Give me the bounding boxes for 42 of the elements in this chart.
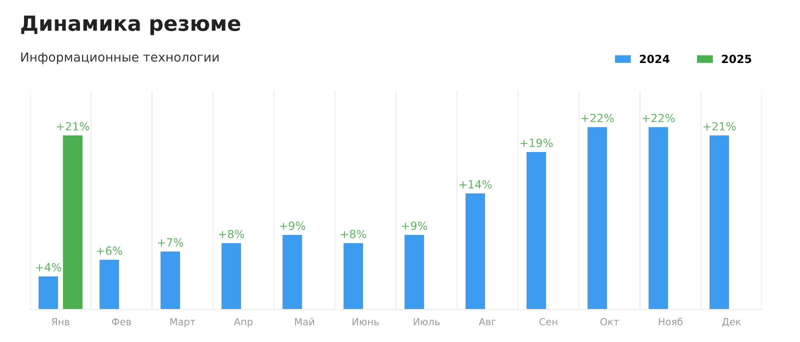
data-label: +19% xyxy=(520,138,553,148)
data-label: +4% xyxy=(36,263,62,272)
bar xyxy=(648,127,668,310)
bar xyxy=(282,234,302,310)
x-tick-label: Окт xyxy=(600,318,619,326)
bar xyxy=(404,234,424,310)
x-tick-label: Дек xyxy=(722,318,741,327)
bar xyxy=(466,193,486,310)
data-label: +7% xyxy=(158,238,184,247)
bar xyxy=(100,260,120,310)
bar xyxy=(710,135,730,310)
bar xyxy=(62,135,82,310)
x-tick-label: Нояб xyxy=(658,318,683,326)
x-tick-label: Июль xyxy=(414,318,440,326)
data-label: +22% xyxy=(642,114,675,122)
bar xyxy=(588,127,608,310)
x-tick-label: Сен xyxy=(539,318,558,326)
x-tick-label: Март xyxy=(170,318,196,328)
data-label: +21% xyxy=(56,122,90,130)
x-tick-label: Янв xyxy=(52,318,70,326)
chart-title: Динамика резюме xyxy=(21,16,240,36)
data-label: +8% xyxy=(219,230,244,238)
x-tick-label: Авг xyxy=(478,318,496,326)
data-label: +9% xyxy=(280,222,306,230)
data-label: +22% xyxy=(581,114,614,122)
data-label: +21% xyxy=(703,122,736,130)
bar xyxy=(526,152,546,310)
data-label: +14% xyxy=(459,180,492,189)
x-tick-label: Фев xyxy=(112,318,131,326)
x-tick-label: Май xyxy=(295,318,314,326)
data-label: +6% xyxy=(97,246,122,255)
x-tick-label: Апр xyxy=(234,318,253,328)
legend-label: 2024 xyxy=(640,54,670,64)
legend-label: 2025 xyxy=(722,54,752,64)
chart-subtitle: Информационные технологии xyxy=(21,52,219,64)
data-label: +9% xyxy=(402,222,428,230)
bar xyxy=(160,251,180,310)
x-tick-label: Июнь xyxy=(352,318,379,326)
bar xyxy=(38,276,58,310)
data-label: +8% xyxy=(341,230,366,238)
bar xyxy=(344,243,364,310)
bar xyxy=(222,243,242,310)
